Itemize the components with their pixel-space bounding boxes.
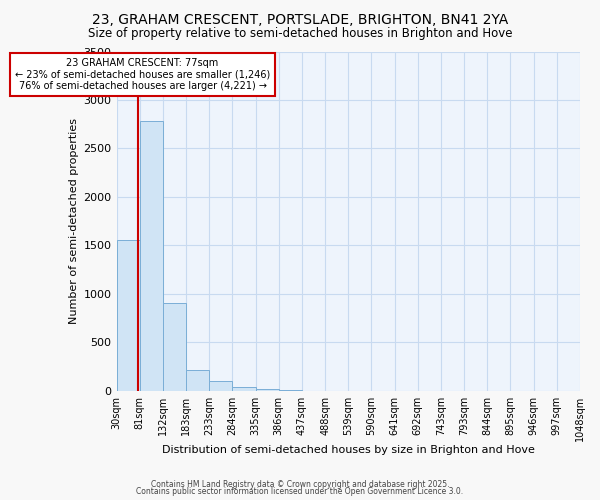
Bar [140,122,163,390]
Text: Size of property relative to semi-detached houses in Brighton and Hove: Size of property relative to semi-detach… [88,28,512,40]
Bar [163,304,186,390]
Bar [232,387,256,390]
Text: 23, GRAHAM CRESCENT, PORTSLADE, BRIGHTON, BN41 2YA: 23, GRAHAM CRESCENT, PORTSLADE, BRIGHTON… [92,12,508,26]
Bar [186,370,209,390]
Text: Contains HM Land Registry data © Crown copyright and database right 2025.: Contains HM Land Registry data © Crown c… [151,480,449,489]
Text: 23 GRAHAM CRESCENT: 77sqm
← 23% of semi-detached houses are smaller (1,246)
76% : 23 GRAHAM CRESCENT: 77sqm ← 23% of semi-… [15,58,270,92]
Bar [116,240,140,390]
Bar [209,381,232,390]
X-axis label: Distribution of semi-detached houses by size in Brighton and Hove: Distribution of semi-detached houses by … [162,445,535,455]
Text: Contains public sector information licensed under the Open Government Licence 3.: Contains public sector information licen… [136,487,464,496]
Y-axis label: Number of semi-detached properties: Number of semi-detached properties [70,118,79,324]
